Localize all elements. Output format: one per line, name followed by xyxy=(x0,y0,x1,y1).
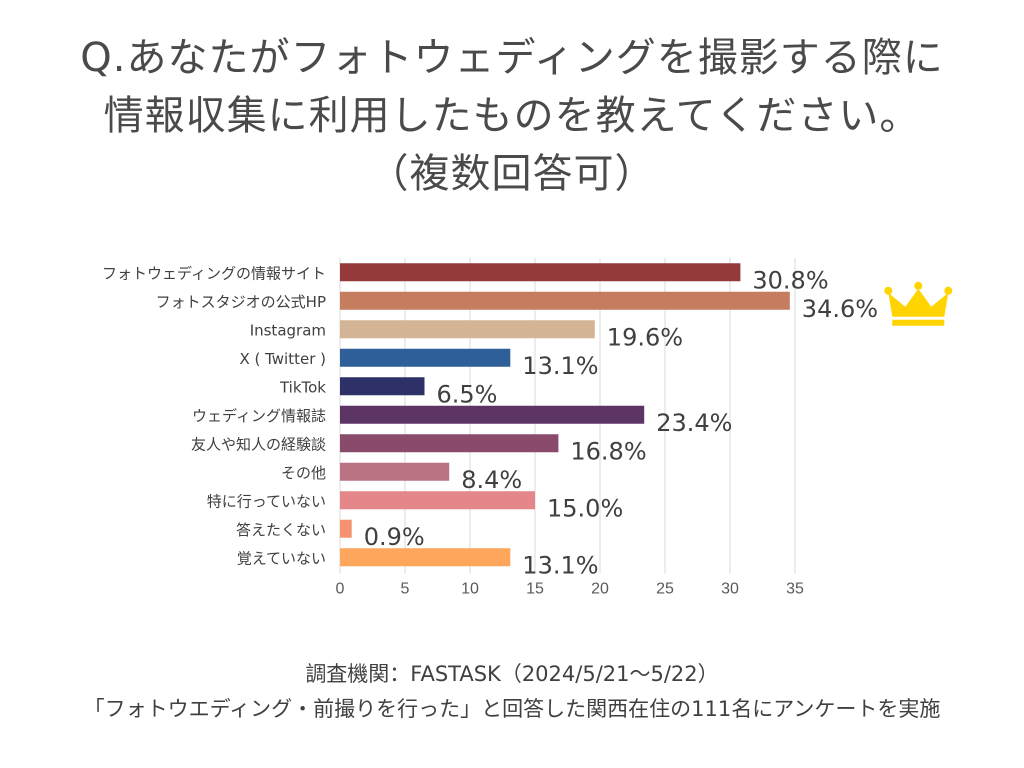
bar xyxy=(340,491,535,510)
data-label: 13.1% xyxy=(522,352,598,380)
data-label: 34.6% xyxy=(802,295,878,323)
x-tick-label: 5 xyxy=(401,581,410,598)
x-tick-label: 20 xyxy=(591,581,609,598)
category-label: X ( Twitter ) xyxy=(239,350,326,368)
bar xyxy=(340,348,511,367)
x-tick-label: 10 xyxy=(461,581,479,598)
x-tick-label: 25 xyxy=(656,581,674,598)
bar xyxy=(340,291,790,310)
category-label: 覚えていない xyxy=(237,549,326,567)
title-line-1: Q.あなたがフォトウェディングを撮影する際に xyxy=(80,35,944,81)
data-label: 19.6% xyxy=(607,323,683,351)
category-label: フォトウェディングの情報サイト xyxy=(102,264,326,282)
x-tick-label: 35 xyxy=(786,581,804,598)
category-label: 特に行っていない xyxy=(207,492,326,510)
bar xyxy=(340,434,559,453)
bar xyxy=(340,462,450,481)
bar xyxy=(340,320,595,339)
x-tick-label: 0 xyxy=(336,581,345,598)
bar xyxy=(340,519,352,538)
crown-icon xyxy=(884,281,953,326)
bar xyxy=(340,263,741,282)
data-label: 6.5% xyxy=(437,380,498,408)
category-label: ウェディング情報誌 xyxy=(192,407,326,425)
title-line-2: 情報収集に利用したものを教えてください。 xyxy=(103,93,921,139)
category-label: 友人や知人の経験談 xyxy=(191,435,326,453)
category-label: 答えたくない xyxy=(236,521,326,539)
category-label: その他 xyxy=(281,464,326,482)
x-tick-label: 30 xyxy=(721,581,739,598)
bar xyxy=(340,548,511,567)
x-tick-label: 15 xyxy=(526,581,544,598)
data-label: 15.0% xyxy=(547,494,623,522)
category-label: フォトスタジオの公式HP xyxy=(156,293,326,311)
title-line-3: （複数回答可） xyxy=(368,151,656,197)
bar xyxy=(340,405,645,424)
bar xyxy=(340,377,425,396)
data-label: 23.4% xyxy=(656,409,732,437)
data-label: 16.8% xyxy=(570,437,646,465)
data-label: 30.8% xyxy=(752,266,828,294)
data-label: 0.9% xyxy=(364,523,425,551)
category-label: Instagram xyxy=(250,321,326,339)
data-label: 13.1% xyxy=(522,551,598,579)
data-label: 8.4% xyxy=(461,466,522,494)
footer-source: 調査機関：FASTASK（2024/5/21〜5/22） xyxy=(305,662,719,686)
footer-note: 「フォトウエディング・前撮りを行った」と回答した関西在住の111名にアンケートを… xyxy=(83,697,941,721)
category-label: TikTok xyxy=(279,378,326,396)
